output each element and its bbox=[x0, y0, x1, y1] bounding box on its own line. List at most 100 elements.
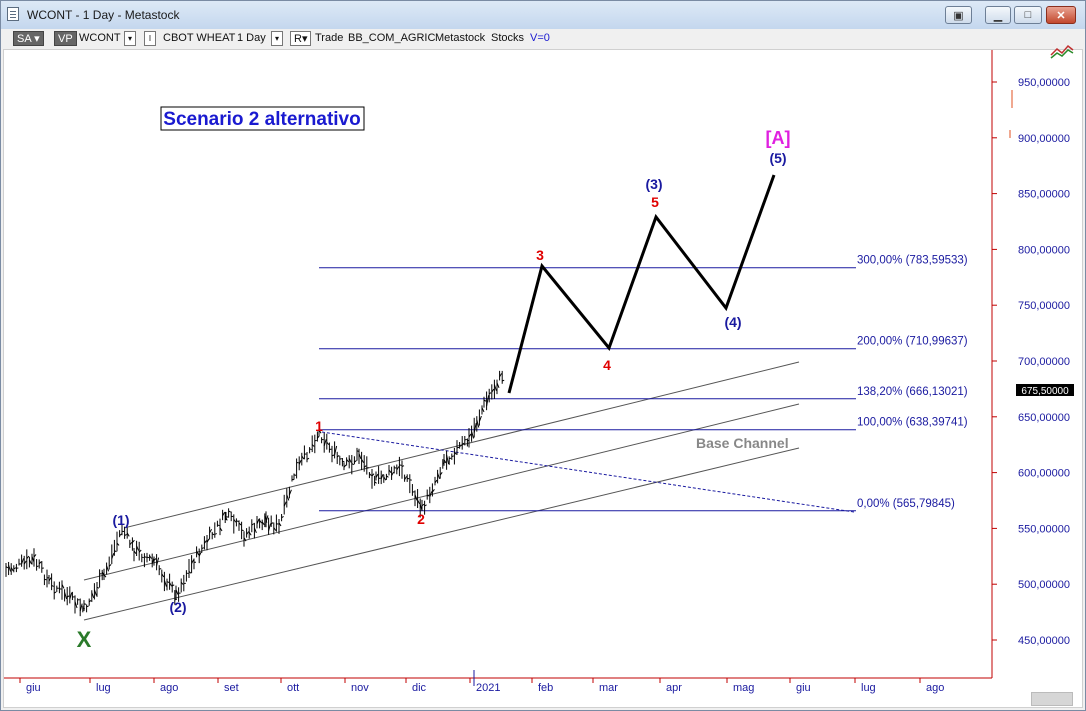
price-bar-close bbox=[286, 494, 290, 501]
minimize-icon: ▁ bbox=[993, 9, 1003, 22]
price-bar-close bbox=[86, 605, 89, 608]
price-tick-label: 850,00000 bbox=[1018, 189, 1070, 201]
maximize-button[interactable]: □ bbox=[1014, 6, 1042, 24]
price-bar-close bbox=[401, 465, 405, 467]
price-bar-close bbox=[163, 579, 167, 587]
price-bar-close bbox=[153, 558, 157, 561]
horizontal-scrollbar-thumb[interactable] bbox=[1031, 692, 1073, 706]
price-bar-close bbox=[323, 439, 327, 447]
price-bar-close bbox=[342, 460, 345, 463]
time-axis: giu lug ago set ott nov dic 2021 feb mar apr mag giu… bbox=[19, 670, 944, 694]
fib-level-label: 0,00% (565,79845) bbox=[857, 498, 955, 510]
price-bar-close bbox=[211, 533, 215, 536]
price-bar-close bbox=[261, 521, 265, 526]
price-bar-close bbox=[361, 459, 365, 463]
r-button[interactable]: R▾ bbox=[290, 31, 312, 46]
price-bar-close bbox=[293, 474, 297, 476]
vp-button[interactable]: VP bbox=[54, 31, 77, 46]
type-label: Stocks bbox=[491, 32, 525, 44]
price-bar-close bbox=[502, 379, 505, 382]
volume-label: V=0 bbox=[530, 32, 550, 44]
price-bar-close bbox=[161, 573, 165, 578]
price-bar-close bbox=[461, 442, 465, 445]
price-bar-close bbox=[61, 584, 65, 589]
price-bar-close bbox=[351, 463, 355, 466]
price-bar-close bbox=[383, 476, 387, 481]
price-bar-close bbox=[354, 460, 357, 463]
sa-button[interactable]: SA ▾ bbox=[13, 31, 44, 46]
price-bar-close bbox=[149, 555, 152, 559]
price-bar-close bbox=[493, 384, 497, 391]
price-bar-close bbox=[129, 541, 133, 546]
channel-middle-line bbox=[83, 403, 800, 581]
price-bar-close bbox=[491, 388, 495, 393]
wave-label-5-minor: 5 bbox=[651, 194, 659, 210]
price-bar-close bbox=[238, 522, 242, 526]
minimize-button[interactable]: ▁ bbox=[985, 6, 1011, 24]
fib-level-label: 100,00% (638,39741) bbox=[857, 417, 968, 429]
price-bar-close bbox=[10, 567, 14, 572]
time-tick-label: feb bbox=[538, 682, 553, 694]
time-tick-label: ott bbox=[287, 682, 299, 694]
indicator-dropdown[interactable]: I bbox=[144, 31, 156, 46]
price-bar-close bbox=[421, 503, 425, 507]
base-channel-label: Base Channel bbox=[696, 435, 789, 451]
price-bar-close bbox=[53, 591, 57, 594]
symbol-dropdown[interactable]: ▾ bbox=[124, 31, 136, 46]
chart-type-icon[interactable] bbox=[1050, 43, 1074, 59]
price-tick-label: 550,00000 bbox=[1018, 523, 1070, 535]
price-bar-close bbox=[278, 522, 282, 527]
price-bar-close bbox=[369, 473, 372, 476]
scenario-label: Scenario 2 alternativo bbox=[163, 109, 360, 130]
price-tick-label: 500,00000 bbox=[1018, 579, 1070, 591]
price-bar-close bbox=[196, 550, 200, 556]
close-button[interactable]: ✕ bbox=[1046, 6, 1076, 24]
price-bar-close bbox=[93, 589, 97, 596]
price-bar-close bbox=[273, 527, 277, 531]
price-bar-close bbox=[136, 545, 140, 551]
price-bar-close bbox=[283, 501, 287, 507]
restore-layout-button[interactable]: ▣ bbox=[945, 6, 972, 24]
chart-canvas[interactable]: 950,00000 900,00000 850,00000 800,00000 750,… bbox=[4, 50, 1082, 707]
price-bar-close bbox=[144, 556, 147, 558]
price-bar-close bbox=[348, 458, 352, 463]
wave-label-5-major: (5) bbox=[769, 150, 786, 166]
document-icon bbox=[7, 7, 19, 21]
price-bar-close bbox=[228, 510, 231, 513]
price-bar-close bbox=[371, 473, 375, 477]
price-tick-label: 450,00000 bbox=[1018, 635, 1070, 647]
title-bar[interactable]: WCONT - 1 Day - Metastock ▣ ▁ □ ✕ bbox=[1, 1, 1085, 30]
price-bar-close bbox=[454, 451, 457, 455]
price-bar-close bbox=[126, 532, 130, 537]
price-tick-label: 800,00000 bbox=[1018, 244, 1070, 256]
wave-label-4-minor: 4 bbox=[603, 357, 611, 373]
price-bar-close bbox=[404, 476, 408, 480]
period-dropdown[interactable]: ▾ bbox=[271, 31, 283, 46]
price-bar-close bbox=[259, 520, 263, 524]
price-bar-close bbox=[386, 475, 389, 478]
price-bar-close bbox=[13, 567, 17, 570]
price-bar-close bbox=[79, 603, 83, 612]
price-bar-close bbox=[203, 540, 207, 544]
wave-label-3-minor: 3 bbox=[536, 247, 544, 263]
price-bar-close bbox=[206, 538, 210, 543]
price-bar-close bbox=[8, 565, 12, 572]
trade-label: Trade bbox=[315, 32, 344, 44]
price-bar-close bbox=[124, 533, 127, 537]
price-bar-close bbox=[88, 600, 92, 603]
price-bar-close bbox=[96, 586, 100, 589]
price-chart[interactable]: 950,00000 900,00000 850,00000 800,00000 750,… bbox=[3, 49, 1083, 708]
price-bar-close bbox=[66, 595, 70, 598]
time-tick-label: lug bbox=[861, 682, 876, 694]
price-bar-close bbox=[21, 558, 25, 565]
current-price-tag bbox=[1016, 384, 1074, 396]
price-bar-close bbox=[106, 565, 110, 572]
price-bar-close bbox=[281, 516, 284, 519]
price-bar-close bbox=[236, 520, 239, 523]
price-bar-close bbox=[28, 559, 32, 565]
price-bar-close bbox=[459, 444, 462, 447]
price-bar-close bbox=[483, 399, 487, 402]
price-bar-close bbox=[217, 524, 220, 527]
source-label: Metastock bbox=[435, 32, 486, 44]
